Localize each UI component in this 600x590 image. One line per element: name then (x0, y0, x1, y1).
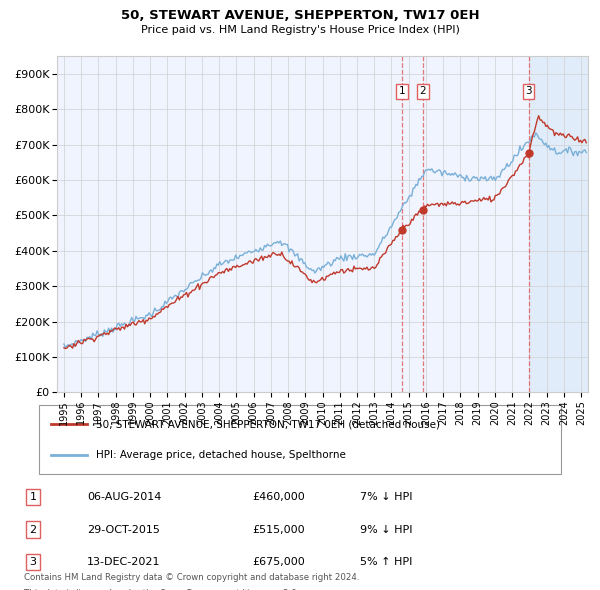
Text: 3: 3 (29, 557, 37, 567)
Text: 2: 2 (419, 86, 427, 96)
Text: 5% ↑ HPI: 5% ↑ HPI (360, 557, 412, 567)
Text: 29-OCT-2015: 29-OCT-2015 (87, 525, 160, 535)
Text: Contains HM Land Registry data © Crown copyright and database right 2024.: Contains HM Land Registry data © Crown c… (24, 573, 359, 582)
Text: 50, STEWART AVENUE, SHEPPERTON, TW17 0EH (detached house): 50, STEWART AVENUE, SHEPPERTON, TW17 0EH… (96, 419, 440, 429)
Text: 3: 3 (525, 86, 532, 96)
Text: This data is licensed under the Open Government Licence v3.0.: This data is licensed under the Open Gov… (24, 589, 299, 590)
Text: Price paid vs. HM Land Registry's House Price Index (HPI): Price paid vs. HM Land Registry's House … (140, 25, 460, 35)
Text: £460,000: £460,000 (252, 492, 305, 502)
FancyBboxPatch shape (39, 405, 561, 474)
Bar (529, 56, 588, 392)
Text: 9% ↓ HPI: 9% ↓ HPI (360, 525, 413, 535)
Text: 2: 2 (29, 525, 37, 535)
Text: £515,000: £515,000 (252, 525, 305, 535)
Text: 1: 1 (398, 86, 405, 96)
Text: HPI: Average price, detached house, Spelthorne: HPI: Average price, detached house, Spel… (96, 450, 346, 460)
Text: 06-AUG-2014: 06-AUG-2014 (87, 492, 161, 502)
Text: £675,000: £675,000 (252, 557, 305, 567)
Text: 13-DEC-2021: 13-DEC-2021 (87, 557, 161, 567)
Text: 1: 1 (29, 492, 37, 502)
Text: 7% ↓ HPI: 7% ↓ HPI (360, 492, 413, 502)
Text: 50, STEWART AVENUE, SHEPPERTON, TW17 0EH: 50, STEWART AVENUE, SHEPPERTON, TW17 0EH (121, 9, 479, 22)
